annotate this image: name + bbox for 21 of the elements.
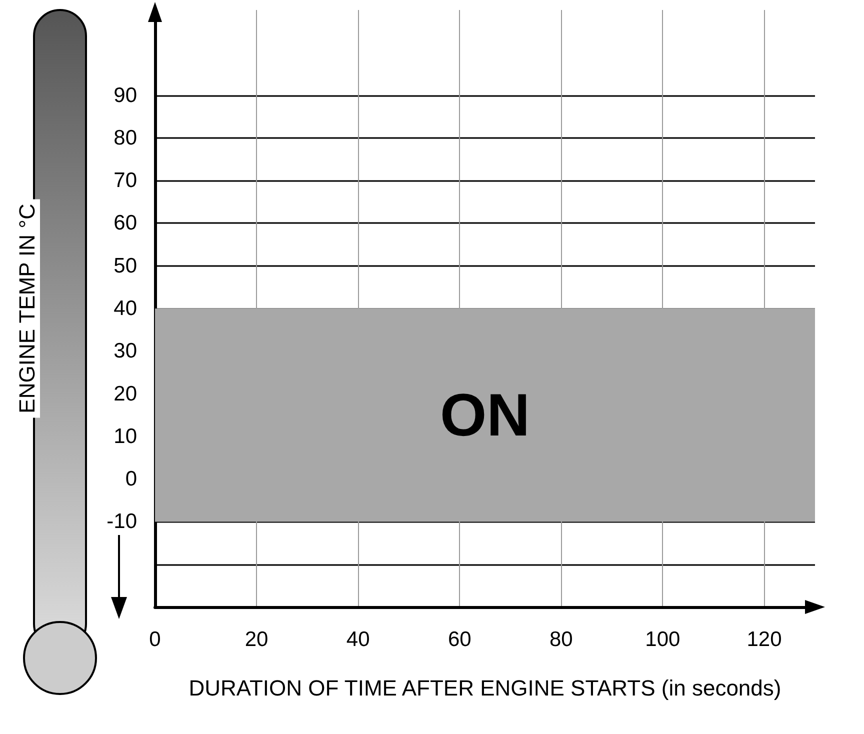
x-axis-title: DURATION OF TIME AFTER ENGINE STARTS (in seconds) [188,676,782,700]
y-tick-label: 40 [114,297,137,320]
y-axis-title: ENGINE TEMP IN °C [14,204,40,414]
y-tick-label: 80 [114,126,137,150]
y-tick-label: -10 [106,510,137,534]
y-tick-label: 70 [114,169,137,192]
x-tick-label: 40 [346,628,370,651]
y-tick-label: 60 [114,212,137,235]
x-tick-label: 60 [448,628,472,651]
x-tick-label: 80 [549,628,573,651]
y-tick-label: 0 [125,468,137,491]
x-tick-label: 120 [746,628,782,651]
band-label: ON [440,382,530,449]
y-tick-label: 30 [114,340,137,363]
y-tick-label: 90 [114,84,137,107]
y-tick-label: 20 [114,382,137,406]
y-tick-label: 50 [114,254,137,278]
x-tick-label: 0 [149,628,161,651]
x-tick-label: 20 [244,628,268,651]
y-tick-label: 10 [114,424,137,448]
x-tick-label: 100 [645,628,680,651]
